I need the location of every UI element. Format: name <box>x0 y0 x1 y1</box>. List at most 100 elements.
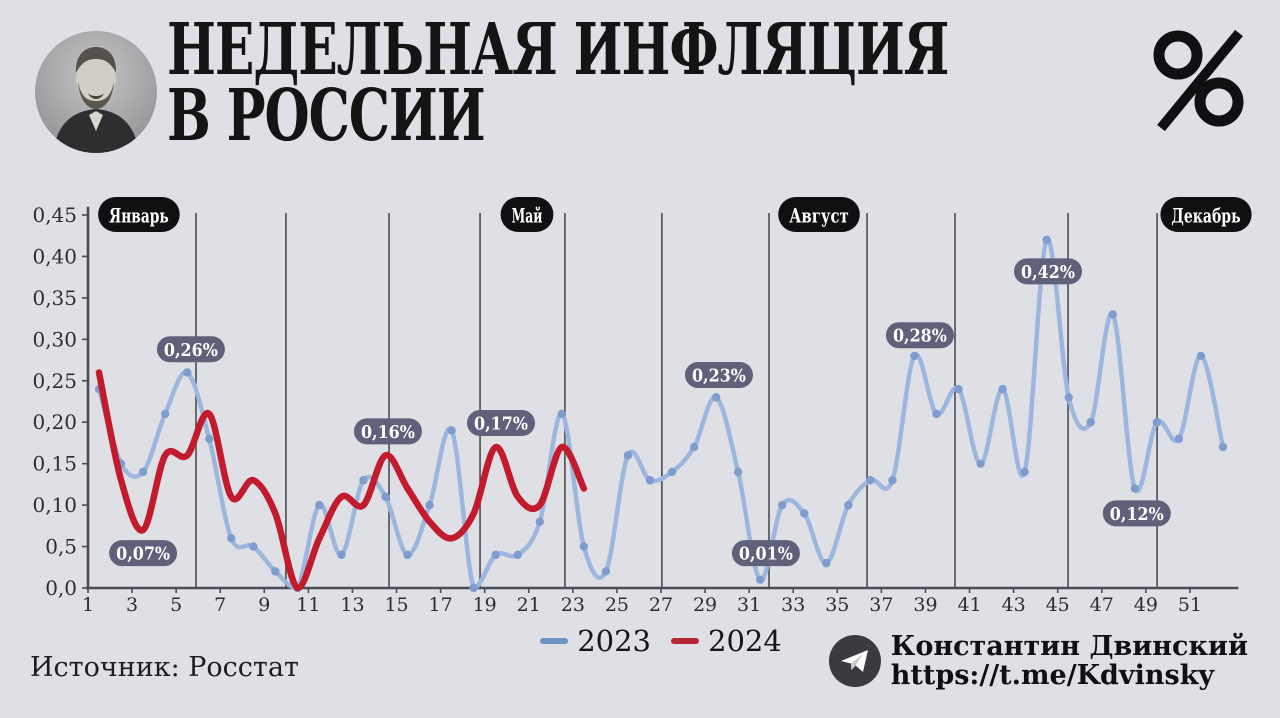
annotation-pill <box>109 540 178 567</box>
series-2023-marker <box>888 476 897 485</box>
series-2023-marker <box>1130 484 1140 493</box>
annotation-label: 0,28% <box>893 326 947 347</box>
annotation-label: 0,17% <box>474 414 528 435</box>
series-2023-marker <box>359 476 368 485</box>
y-tick-label: 0,40 <box>32 244 77 268</box>
annotation-pill <box>1013 258 1082 285</box>
month-badge-label: Январь <box>109 204 169 228</box>
legend-label-2024: 2024 <box>708 624 782 658</box>
x-tick-label: 29 <box>693 594 717 616</box>
chart-legend: 2023 2024 <box>88 623 1234 659</box>
series-2023-marker <box>667 467 677 477</box>
source-note: Источник: Росстат <box>30 652 299 683</box>
series-2023-marker <box>910 351 919 361</box>
series-2023-marker <box>822 558 831 568</box>
series-2023-marker <box>403 550 412 560</box>
month-badge-label: Май <box>512 204 543 228</box>
month-badge <box>98 197 180 232</box>
series-2023-marker <box>976 459 985 468</box>
series-2023-marker <box>998 384 1007 394</box>
x-tick-label: 3 <box>126 594 138 616</box>
annotation-label: 0,01% <box>739 544 793 565</box>
x-tick-label: 5 <box>170 594 182 616</box>
series-2023-marker <box>271 567 280 576</box>
series-2023-marker <box>711 393 721 402</box>
series-2023-marker <box>160 409 170 419</box>
y-tick-label: 0,30 <box>32 327 77 351</box>
page-title: НЕДЕЛЬНАЯ ИНФЛЯЦИЯ В РОССИИ <box>167 7 949 157</box>
annotation-pill <box>684 361 753 388</box>
telegram-icon <box>828 635 881 687</box>
annotations: 0,26% 0,07% 0,16% 0,17% 0,23% 0,01% 0,28% 0,42%… <box>109 258 1171 567</box>
annotation-label: 0,26% <box>164 340 218 361</box>
series-2023-marker <box>535 517 544 526</box>
annotation-pill <box>353 418 422 445</box>
series-2024-line <box>95 369 588 592</box>
series-2023-marker <box>1086 418 1095 427</box>
series-2023-marker <box>866 476 875 485</box>
series-2023-marker <box>1108 310 1117 319</box>
series-2023-marker <box>469 583 478 593</box>
annotation-label: 0,23% <box>692 365 746 386</box>
annotation-label: 0,16% <box>361 422 415 443</box>
series-2023-marker <box>623 451 633 460</box>
y-tick-label: 0,5 <box>45 535 77 559</box>
annotation-pill <box>156 336 225 363</box>
series-2023-marker <box>182 368 192 377</box>
month-badge <box>500 197 554 232</box>
series-2023-marker <box>1196 351 1206 361</box>
month-badge <box>1160 197 1252 232</box>
series-2023-marker <box>689 442 699 452</box>
series-2023-marker <box>1042 235 1051 245</box>
y-tick-label: 0,0 <box>45 576 77 600</box>
x-tick-label: 9 <box>258 594 270 616</box>
author-url: https://t.me/Kdvinsky <box>890 660 1215 691</box>
x-tick-label: 15 <box>384 594 408 616</box>
series-2023-marker <box>645 476 655 485</box>
x-tick-label: 17 <box>429 594 453 616</box>
series-2023-marker <box>800 509 809 518</box>
series-2023-line <box>96 237 1226 591</box>
month-badge-label: Август <box>789 204 849 228</box>
month-badge <box>778 197 860 232</box>
legend-dash-2024 <box>671 638 699 644</box>
x-tick-label: 47 <box>1090 594 1114 616</box>
x-tick-label: 11 <box>296 594 320 616</box>
series-2023-marker <box>315 500 324 510</box>
legend-dash-2023 <box>540 638 569 644</box>
month-badges: Январь Май Август Декабрь <box>98 197 1252 232</box>
series-2023-marker <box>733 467 743 477</box>
y-tick-label: 0,35 <box>32 286 77 310</box>
y-tick-label: 0,45 <box>32 203 77 227</box>
y-tick-label: 0,20 <box>32 410 77 434</box>
x-tick-label: 45 <box>1046 594 1070 616</box>
percent-icon <box>1153 29 1244 132</box>
series-2023-marker <box>381 492 390 502</box>
x-tick-label: 19 <box>473 594 497 616</box>
series-2023-marker <box>138 467 148 477</box>
portrait-illustration <box>35 31 157 153</box>
x-tick-label: 33 <box>781 594 805 616</box>
x-tick-label: 1 <box>82 594 94 616</box>
portrait-photo <box>35 31 157 153</box>
series-2023-marker <box>601 567 611 576</box>
title-line-2: В РОССИИ <box>167 73 486 157</box>
month-badge-label: Декабрь <box>1171 204 1240 228</box>
y-axis-labels: 0,45 0,40 0,35 0,30 0,25 0,20 0,15 0,10 0,5 0,0 <box>32 203 88 600</box>
x-tick-label: 27 <box>649 594 673 616</box>
month-separators <box>195 213 1158 588</box>
x-tick-label: 31 <box>737 594 761 616</box>
axes <box>85 206 1239 590</box>
annotation-pill <box>885 322 954 349</box>
annotation-label: 0,42% <box>1021 262 1075 283</box>
paper-plane-icon <box>840 650 868 672</box>
title-line-1: НЕДЕЛЬНАЯ ИНФЛЯЦИЯ <box>167 7 949 91</box>
y-tick-label: 0,25 <box>32 369 77 393</box>
legend-label-2023: 2023 <box>577 624 651 658</box>
series-2023-marker <box>425 500 434 510</box>
x-tick-label: 37 <box>869 594 893 616</box>
x-tick-label: 25 <box>605 594 629 616</box>
series-2023-marker <box>1064 393 1073 402</box>
